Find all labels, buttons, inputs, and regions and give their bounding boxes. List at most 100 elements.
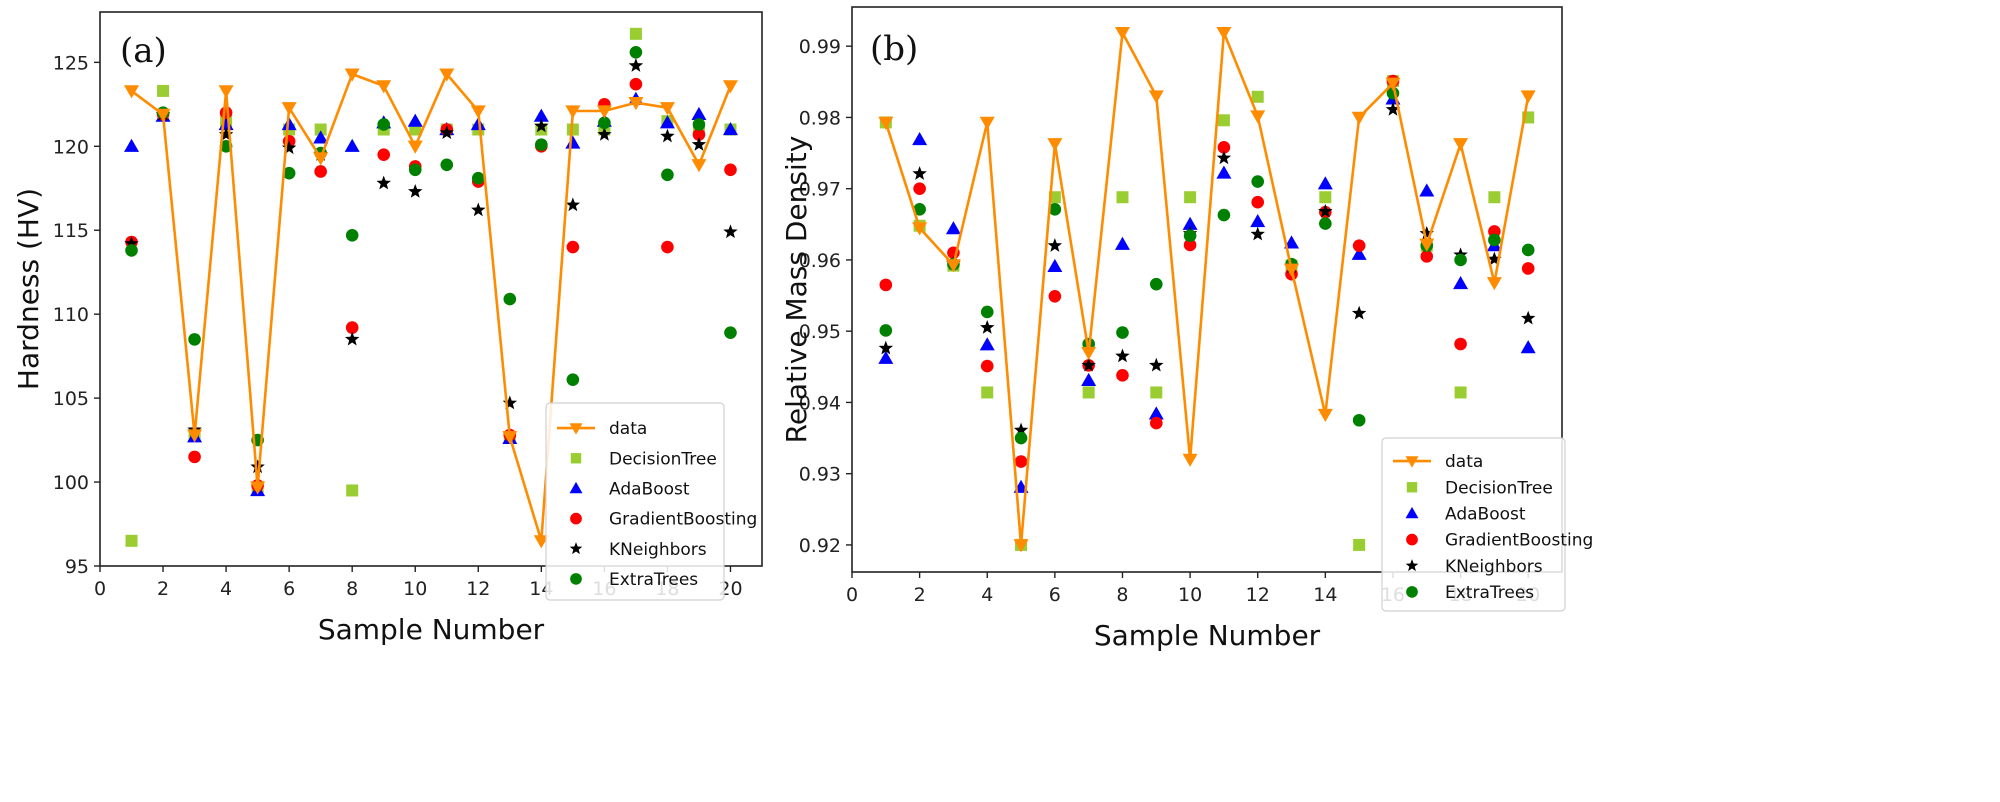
data-point-data [628, 97, 644, 111]
legend-label: data [609, 419, 647, 439]
legend-box [545, 402, 725, 601]
data-point-kneighbors [1115, 348, 1130, 363]
x-axis-title: Sample Number [318, 613, 545, 646]
data-point-data [945, 259, 961, 273]
data-point-data [1351, 111, 1367, 125]
legend-label: AdaBoost [1445, 504, 1526, 524]
data-point-gradientboosting [345, 321, 359, 334]
data-point-adaboost [407, 113, 423, 127]
data-point-extratrees [724, 326, 737, 339]
data-point-extratrees [125, 244, 138, 257]
data-point-data [533, 535, 549, 549]
data-point-data [1419, 238, 1435, 252]
data-point-kneighbors [1487, 251, 1502, 266]
x-tick-label: 10 [1178, 584, 1202, 606]
data-point-kneighbors [565, 197, 581, 212]
data-point-gradientboosting [1352, 239, 1366, 252]
data-point-data [691, 159, 707, 173]
data-point-data [124, 85, 140, 99]
x-tick-label: 4 [220, 578, 232, 600]
data-point-adaboost [1148, 406, 1164, 420]
data-point-kneighbors [660, 128, 675, 143]
data-point-data [281, 102, 297, 116]
data-point-kneighbors [980, 320, 995, 334]
data-point-gradientboosting [1116, 369, 1129, 382]
data-point-data [1081, 346, 1097, 361]
data-point-extratrees [913, 203, 926, 216]
data-point-extratrees [1183, 229, 1197, 243]
data-point-data [502, 431, 518, 445]
y-tick-label: 0.92 [799, 535, 841, 557]
legend-label: DecisionTree [1445, 478, 1553, 498]
data-point-data [376, 80, 392, 94]
data-point-decisiontree [314, 123, 327, 136]
data-point-gradientboosting [1048, 289, 1062, 303]
data-point-gradientboosting [692, 128, 706, 141]
x-tick-label: 14 [1313, 584, 1337, 606]
y-tick-label: 0.96 [799, 250, 841, 272]
data-point-kneighbors [1047, 238, 1063, 252]
data-point-data [1284, 263, 1300, 277]
legend-marker-extratrees [1406, 586, 1418, 598]
data-point-data [1250, 110, 1266, 124]
data-point-kneighbors [1351, 305, 1367, 320]
data-point-extratrees [471, 171, 485, 185]
data-point-extratrees [1521, 243, 1535, 257]
data-point-gradientboosting [1217, 141, 1231, 154]
y-tick-label: 115 [53, 220, 89, 242]
data-point-data [979, 116, 995, 130]
data-point-data [878, 116, 894, 130]
legend-marker-decisiontree [570, 453, 582, 464]
legend-label: ExtraTrees [609, 570, 698, 590]
data-point-kneighbors [534, 118, 549, 133]
legend-label: KNeighbors [609, 540, 707, 560]
data-point-extratrees [629, 45, 643, 59]
data-point-gradientboosting [566, 240, 580, 254]
data-point-adaboost [1182, 216, 1198, 230]
data-point-adaboost [691, 106, 707, 121]
data-point-decisiontree [1082, 386, 1095, 399]
data-point-gradientboosting [1251, 195, 1265, 209]
data-point-adaboost [124, 138, 140, 152]
data-point-kneighbors [1216, 150, 1232, 165]
data-point-adaboost [1419, 183, 1435, 197]
data-point-data [470, 105, 486, 119]
data-point-kneighbors [281, 140, 297, 155]
data-point-kneighbors [1149, 357, 1164, 372]
x-tick-label: 8 [1116, 584, 1128, 606]
data-point-extratrees [345, 228, 359, 242]
data-point-adaboost [281, 116, 297, 131]
data-point-kneighbors [1013, 422, 1029, 437]
data-point-kneighbors [1081, 357, 1096, 372]
data-point-data [1486, 277, 1502, 291]
data-point-extratrees [503, 292, 517, 306]
data-point-data [155, 108, 171, 122]
data-point-data [1317, 408, 1333, 423]
series-extratrees [879, 86, 1535, 445]
data-point-data [1216, 27, 1232, 41]
data-point-adaboost [912, 132, 928, 146]
data-point-extratrees [879, 324, 893, 337]
legend-marker-extratrees [570, 573, 582, 585]
data-point-data [912, 222, 928, 236]
data-point-adaboost [1351, 246, 1367, 260]
data-point-extratrees [1352, 413, 1366, 427]
data-point-kneighbors [691, 137, 707, 151]
data-point-gradientboosting [980, 359, 994, 373]
data-point-gradientboosting [1183, 238, 1197, 252]
data-point-adaboost [945, 221, 961, 235]
data-point-adaboost [1047, 258, 1063, 272]
data-point-extratrees [1488, 233, 1501, 247]
y-tick-label: 95 [65, 556, 89, 578]
data-point-adaboost [344, 138, 360, 152]
data-point-decisiontree [1319, 191, 1332, 204]
legend-label: ExtraTrees [1445, 583, 1534, 603]
data-point-extratrees [377, 118, 391, 131]
legend-box [1381, 437, 1566, 612]
data-point-extratrees [1116, 326, 1129, 339]
data-point-gradientboosting [913, 182, 926, 195]
data-point-extratrees [598, 116, 611, 130]
data-point-adaboost [533, 108, 549, 122]
data-point-adaboost [1250, 213, 1266, 228]
